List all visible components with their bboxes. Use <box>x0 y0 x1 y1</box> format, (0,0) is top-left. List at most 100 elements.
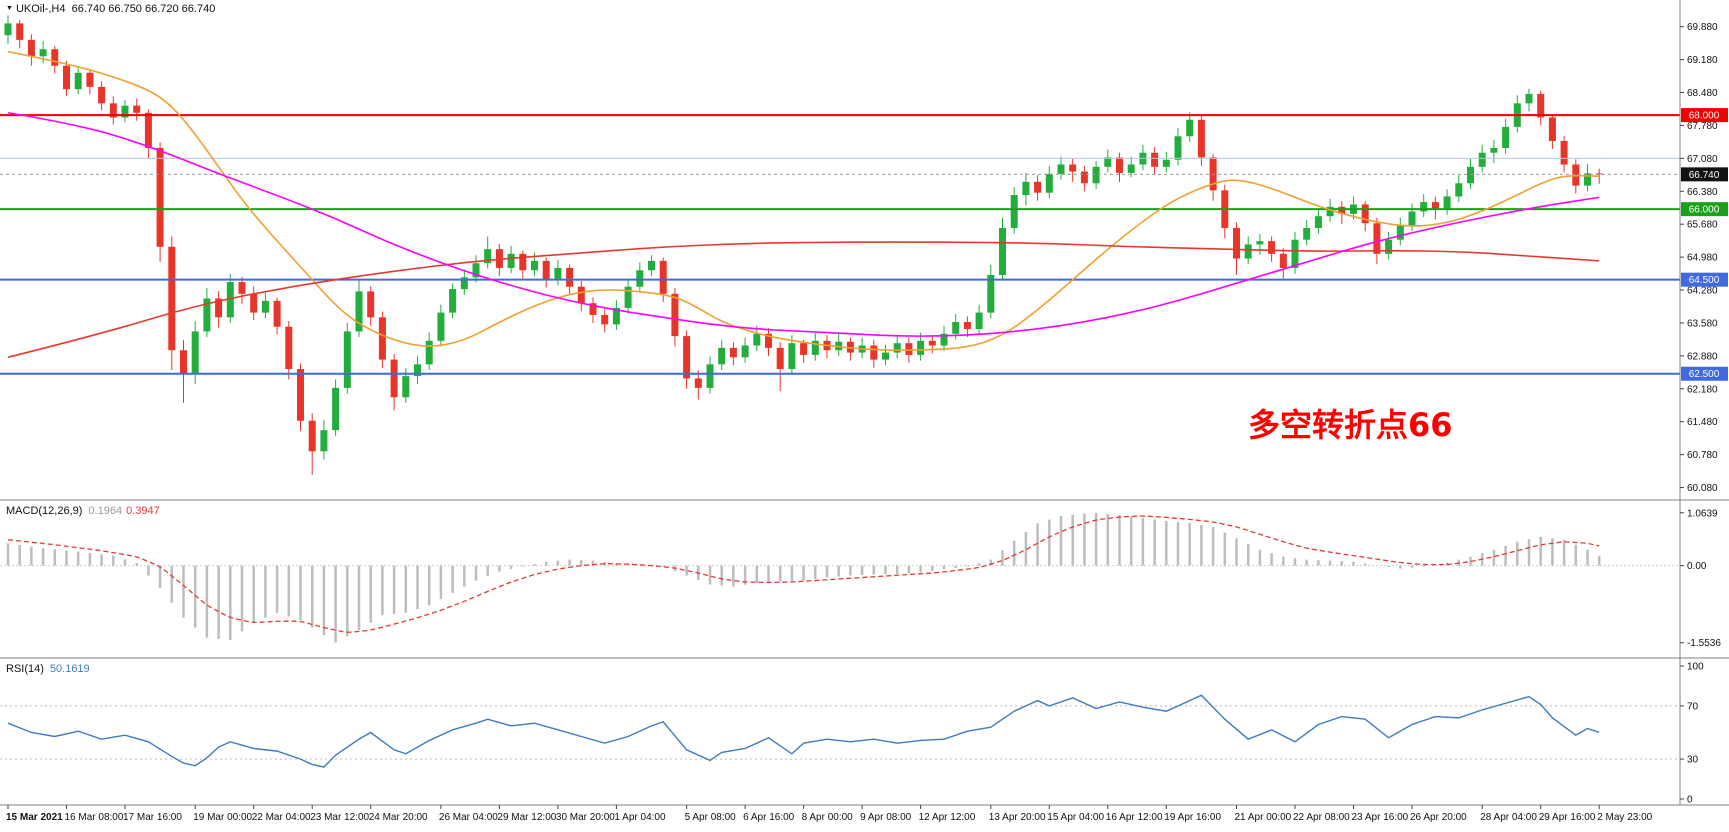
bull-candle-body <box>1256 241 1264 245</box>
bull-candle-body <box>39 49 47 57</box>
bull-candle-body <box>437 312 445 341</box>
price-axis-label: 63.580 <box>1687 318 1718 329</box>
price-axis-label: 69.880 <box>1687 22 1718 33</box>
time-axis-label: 6 Apr 16:00 <box>743 812 795 823</box>
rsi-axis-label: 70 <box>1687 701 1699 712</box>
bull-candle-body <box>1455 183 1463 197</box>
bull-candle-body <box>74 72 82 90</box>
macd-signal-line <box>7 515 1600 633</box>
price-axis-label: 65.680 <box>1687 220 1718 231</box>
time-axis-label: 16 Apr 12:00 <box>1106 812 1163 823</box>
bull-candle-body <box>1467 166 1474 184</box>
macd-panel <box>0 512 1680 643</box>
bull-candle-body <box>1092 166 1100 184</box>
bear-candle-body <box>238 282 246 294</box>
bull-candle-body <box>261 300 269 313</box>
bear-candle-body <box>133 105 141 113</box>
bull-candle-body <box>706 364 714 388</box>
bull-candle-body <box>917 340 925 355</box>
time-axis-label: 30 Mar 20:00 <box>556 812 615 823</box>
price-axis-label: 62.880 <box>1687 351 1718 362</box>
price-axis[interactable] <box>1680 0 1729 805</box>
bull-candle-body <box>612 307 620 325</box>
bear-candle-body <box>1034 181 1042 193</box>
rsi-panel <box>0 694 1680 768</box>
bull-candle-body <box>121 105 129 118</box>
bull-candle-body <box>203 298 211 332</box>
bear-candle-body <box>1548 117 1556 141</box>
bull-candle-body <box>987 274 995 313</box>
bull-candle-body <box>355 291 363 332</box>
bear-candle-body <box>378 317 386 360</box>
bull-candle-body <box>1443 196 1451 210</box>
bull-candle-body <box>472 263 480 278</box>
bear-candle-body <box>1373 223 1381 254</box>
bull-candle-body <box>811 340 819 355</box>
bull-candle-body <box>320 430 328 452</box>
bear-candle-body <box>98 86 106 104</box>
time-axis-label: 2 May 23:00 <box>1597 812 1652 823</box>
price-axis-label: 62.180 <box>1687 384 1718 395</box>
time-axis-label: 26 Mar 04:00 <box>439 812 498 823</box>
bear-candle-body <box>285 326 293 370</box>
bear-candle-body <box>729 347 737 358</box>
bull-candle-body <box>1291 239 1299 268</box>
price-badge-label: 64.500 <box>1689 275 1720 286</box>
bear-candle-body <box>168 246 176 351</box>
time-axis-label: 23 Mar 12:00 <box>310 812 369 823</box>
bull-candle-body <box>1490 148 1498 153</box>
bull-candle-body <box>940 333 948 346</box>
price-badge <box>1681 366 1728 381</box>
time-axis[interactable] <box>0 805 1729 827</box>
bear-candle-body <box>905 343 913 355</box>
bull-candle-body <box>484 249 492 264</box>
time-axis-label: 9 Apr 08:00 <box>860 812 912 823</box>
bear-candle-body <box>519 253 527 271</box>
rsi-axis-label: 30 <box>1687 755 1699 766</box>
bull-candle-body <box>460 277 468 290</box>
price-axis-label: 61.480 <box>1687 417 1718 428</box>
bear-candle-body <box>1537 93 1545 118</box>
rsi-line <box>7 694 1600 768</box>
bear-candle-body <box>683 336 691 379</box>
price-levels-layer <box>0 114 1680 375</box>
bull-candle-body <box>999 227 1006 275</box>
price-badge-label: 66.000 <box>1689 205 1720 216</box>
bull-candle-body <box>554 267 562 280</box>
bear-candle-body <box>1595 173 1603 175</box>
bull-candle-body <box>1045 173 1053 193</box>
time-axis-label: 29 Apr 16:00 <box>1539 812 1596 823</box>
annotation-text[interactable]: 多空转折点66 <box>1248 406 1453 444</box>
bull-candle-body <box>1186 119 1194 137</box>
bull-candle-body <box>753 333 761 346</box>
bear-candle-body <box>1431 202 1439 210</box>
bear-candle-body <box>542 260 550 280</box>
time-axis-label: 23 Apr 16:00 <box>1352 812 1409 823</box>
bull-candle-body <box>1408 211 1416 226</box>
bear-candle-body <box>963 322 971 330</box>
bear-candle-body <box>765 333 772 348</box>
ma-mid-orange <box>7 50 1600 352</box>
price-badge <box>1681 167 1728 182</box>
price-badge-label: 62.500 <box>1689 369 1720 380</box>
bull-candle-body <box>402 376 410 398</box>
bull-candle-body <box>449 289 457 313</box>
bear-candle-body <box>250 293 258 313</box>
bear-candle-body <box>671 293 679 337</box>
bull-candle-body <box>332 387 340 431</box>
bull-candle-body <box>893 343 901 353</box>
time-axis-label: 22 Mar 04:00 <box>252 812 311 823</box>
bull-candle-body <box>1303 227 1311 240</box>
time-axis-label: 21 Apr 00:00 <box>1235 812 1292 823</box>
time-axis-label: 28 Apr 04:00 <box>1480 812 1537 823</box>
time-axis-label: 8 Apr 00:00 <box>802 812 854 823</box>
price-badge-label: 66.740 <box>1689 170 1720 181</box>
bear-candle-body <box>601 314 609 325</box>
bull-candle-body <box>191 331 199 374</box>
bull-candle-body <box>531 260 538 271</box>
bear-candle-body <box>1233 227 1240 259</box>
price-badge <box>1681 272 1728 287</box>
price-axis-label: 60.080 <box>1687 483 1718 494</box>
